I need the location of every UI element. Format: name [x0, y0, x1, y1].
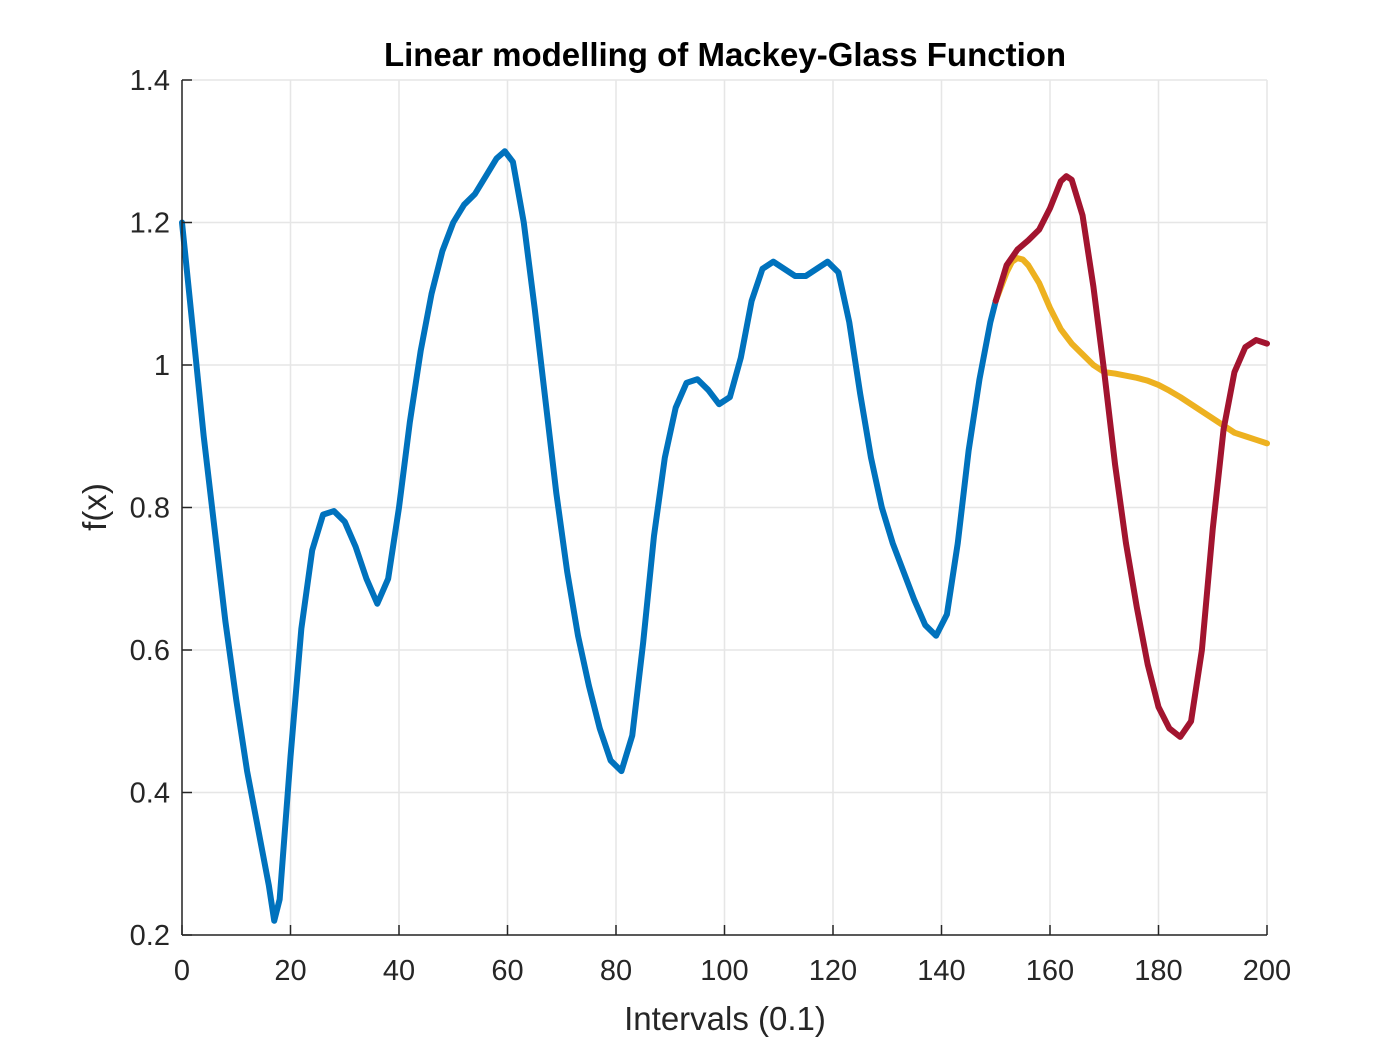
tick-labels: 0 20 40 60 80 100 120 140 160 180 200 0.2 0.4 0.6 0.8 1…	[130, 65, 1292, 987]
x-tick-label: 140	[917, 955, 965, 987]
x-tick-label: 100	[700, 955, 748, 987]
x-tick-label: 0	[174, 955, 190, 987]
axes	[181, 79, 1268, 936]
y-tick-label: 0.4	[130, 778, 170, 810]
x-tick-label: 40	[383, 955, 415, 987]
x-tick-label: 20	[274, 955, 306, 987]
series-line-2	[992, 255, 1270, 447]
x-tick-label: 180	[1134, 955, 1182, 987]
y-tick-label: 1	[154, 350, 170, 382]
x-tick-label: 160	[1026, 955, 1074, 987]
y-tick-label: 0.2	[130, 920, 170, 952]
y-tick-label: 1.4	[130, 65, 170, 97]
x-tick-label: 200	[1243, 955, 1291, 987]
series-line-1	[179, 148, 999, 924]
data-series	[179, 148, 1270, 924]
x-tick-label: 120	[809, 955, 857, 987]
x-tick-label: 80	[600, 955, 632, 987]
x-axis-label: Intervals (0.1)	[624, 1000, 826, 1037]
chart-title: Linear modelling of Mackey-Glass Functio…	[384, 36, 1066, 73]
y-axis-label: f(x)	[76, 483, 113, 531]
series-line-3	[992, 173, 1270, 740]
y-tick-label: 0.6	[130, 635, 170, 667]
x-tick-label: 60	[491, 955, 523, 987]
y-tick-label: 1.2	[130, 208, 170, 240]
y-tick-label: 0.8	[130, 493, 170, 525]
